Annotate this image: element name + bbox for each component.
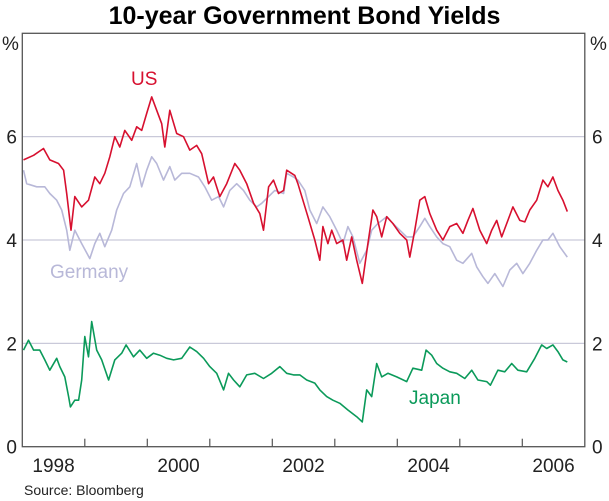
y-tick-label-left: 0 [6,438,17,459]
series-line-germany [22,156,568,288]
y-tick-label-left: 6 [6,128,17,149]
y-tick-label-left: 2 [6,334,17,355]
x-tick-label: 2002 [282,456,324,477]
series-line-japan [22,320,568,423]
y-tick-label-right: 4 [592,231,603,252]
x-axis-ticks: 1998 2000 2002 2004 2006 [32,438,575,477]
series-label-germany: Germany [50,262,129,283]
series-label-us: US [131,69,157,90]
x-tick-label: 2000 [157,456,199,477]
x-tick-label: 1998 [32,456,74,477]
source-note: Source: Bloomberg [24,482,144,498]
series-line-us [23,96,569,285]
gridlines [22,135,585,345]
chart-title: 10-year Government Bond Yields [109,2,501,30]
y-axis-ticks: 0 0 2 2 4 4 6 6 [6,128,603,459]
plot-frame [21,32,586,448]
y-tick-label-right: 0 [592,438,603,459]
x-tick-label: 2006 [532,456,574,477]
series-label-japan: Japan [409,388,461,409]
x-tick-label: 2004 [407,456,450,477]
y-tick-label-right: 6 [592,128,603,149]
y-tick-label-left: 4 [6,231,17,252]
series-lines [22,96,569,423]
y-unit-right: % [590,34,607,55]
y-tick-label-right: 2 [592,334,603,355]
y-unit-left: % [2,34,19,55]
